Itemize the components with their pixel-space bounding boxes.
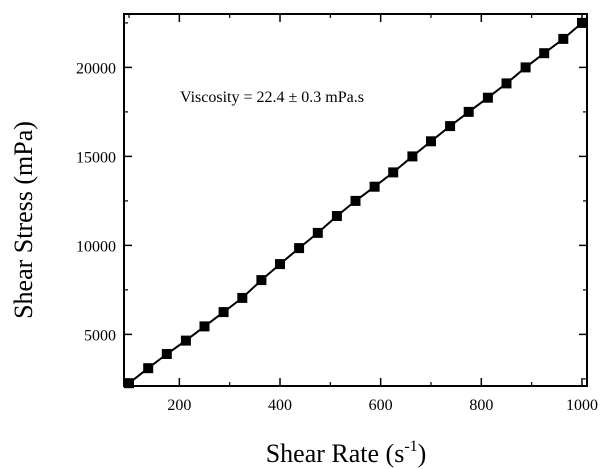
data-point xyxy=(577,17,587,28)
data-point xyxy=(463,106,474,117)
data-point xyxy=(369,181,380,192)
data-point xyxy=(445,121,456,132)
y-axis-label: Shear Stress (mPa) xyxy=(9,121,38,319)
x-tick-label: 1000 xyxy=(566,397,598,414)
x-axis-label: Shear Rate (s-1) xyxy=(266,438,427,468)
y-tick-label: 15000 xyxy=(76,149,116,166)
data-point xyxy=(218,307,229,318)
axes: 200 400 600 800 1000 5000 10000 15000 20000 xyxy=(76,13,598,414)
data-point xyxy=(199,321,210,332)
data-point xyxy=(426,136,436,147)
data-point xyxy=(501,78,512,89)
x-tick-label: 200 xyxy=(167,397,191,414)
data-point xyxy=(275,259,285,270)
x-axis-label-main: Shear Rate (s xyxy=(266,439,405,468)
y-tick-label: 10000 xyxy=(76,238,116,255)
data-point xyxy=(256,275,267,286)
viscosity-annotation: Viscosity = 22.4 ± 0.3 mPa.s xyxy=(180,89,364,106)
data-point xyxy=(482,92,493,103)
x-axis-label-superscript: -1 xyxy=(404,438,417,455)
data-point xyxy=(388,167,399,178)
data-point xyxy=(237,292,248,303)
plot-area xyxy=(124,17,587,389)
data-point xyxy=(294,243,305,254)
plot-frame xyxy=(123,13,588,387)
data-point xyxy=(312,227,323,238)
data-point xyxy=(539,48,550,59)
data-point xyxy=(161,349,172,359)
data-point xyxy=(558,33,569,44)
x-tick-label: 800 xyxy=(469,397,493,414)
data-point xyxy=(331,211,342,221)
data-point xyxy=(350,195,361,206)
x-tick-label: 400 xyxy=(268,397,292,414)
data-point xyxy=(520,62,531,73)
y-tick-label: 20000 xyxy=(76,60,116,77)
data-point xyxy=(407,151,418,162)
x-axis-label-close: ) xyxy=(418,439,427,468)
data-point xyxy=(180,335,191,346)
data-point xyxy=(143,363,154,374)
y-tick-label: 5000 xyxy=(84,327,116,344)
x-tick-label: 600 xyxy=(369,397,393,414)
